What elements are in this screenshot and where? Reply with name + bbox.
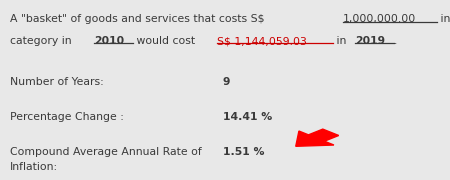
- Text: Percentage Change :: Percentage Change :: [10, 112, 124, 122]
- Text: Number of Years:: Number of Years:: [10, 76, 104, 87]
- Text: 1,000,000.00: 1,000,000.00: [343, 14, 416, 24]
- Text: .: .: [394, 36, 397, 46]
- Polygon shape: [296, 129, 339, 146]
- Text: 1.51 %: 1.51 %: [223, 147, 264, 157]
- Text: Compound Average Annual Rate of: Compound Average Annual Rate of: [10, 147, 202, 157]
- Text: 9: 9: [223, 76, 230, 87]
- Text: in: in: [333, 36, 350, 46]
- Text: Inflation:: Inflation:: [10, 162, 58, 172]
- Text: A "basket" of goods and services that costs S$: A "basket" of goods and services that co…: [10, 14, 268, 24]
- Text: category in: category in: [10, 36, 75, 46]
- Text: 2010: 2010: [94, 36, 124, 46]
- Text: 14.41 %: 14.41 %: [223, 112, 272, 122]
- Text: S$ 1,144,059.03: S$ 1,144,059.03: [217, 36, 307, 46]
- Text: 2019: 2019: [355, 36, 385, 46]
- Text: in the: in the: [437, 14, 450, 24]
- Text: would cost: would cost: [133, 36, 198, 46]
